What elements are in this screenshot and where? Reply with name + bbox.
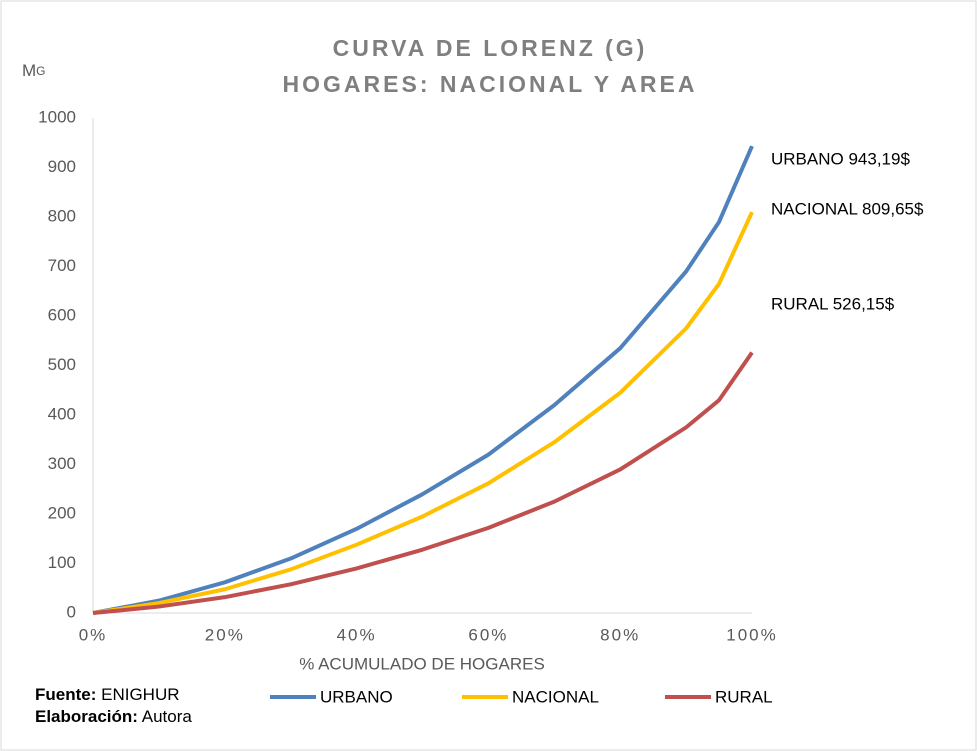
y-tick-label: 100 — [48, 553, 76, 572]
source-label: Elaboración: — [35, 707, 138, 726]
chart-title: CURVA DE LORENZ (G) — [333, 35, 648, 61]
y-tick-label: 900 — [48, 157, 76, 176]
y-tick-label: 1000 — [38, 107, 76, 126]
chart-title: HOGARES: NACIONAL Y AREA — [283, 71, 698, 97]
source-note: Fuente: ENIGHUR — [35, 685, 180, 704]
annotation: URBANO 943,19$ — [771, 149, 910, 168]
legend-label: RURAL — [715, 687, 773, 706]
source-note: Elaboración: Autora — [35, 707, 192, 726]
legend-label: URBANO — [320, 687, 393, 706]
source-text: Autora — [142, 707, 193, 726]
y-tick-label: 0 — [67, 602, 76, 621]
source-text: ENIGHUR — [101, 685, 179, 704]
y-tick-label: 300 — [48, 454, 76, 473]
source-label: Fuente: — [35, 685, 96, 704]
x-tick-label: 60% — [468, 625, 508, 644]
annotation: NACIONAL 809,65$ — [771, 199, 924, 218]
y-label-sub: G — [36, 64, 45, 78]
line-series — [92, 211, 754, 615]
x-tick-label: 80% — [600, 625, 640, 644]
annotation: RURAL 526,15$ — [771, 294, 895, 313]
y-label-main: M — [22, 61, 36, 80]
x-tick-label: 20% — [205, 625, 245, 644]
y-tick-label: 800 — [48, 206, 76, 225]
y-tick-label: 400 — [48, 404, 76, 423]
x-tick-label: 40% — [337, 625, 377, 644]
legend-label: NACIONAL — [512, 687, 599, 706]
x-axis-label: % ACUMULADO DE HOGARES — [299, 654, 545, 673]
y-tick-label: 200 — [48, 503, 76, 522]
y-tick-label: 700 — [48, 256, 76, 275]
y-tick-label: 500 — [48, 355, 76, 374]
y-tick-label: 600 — [48, 305, 76, 324]
x-tick-label: 0% — [79, 625, 108, 644]
line-series — [92, 351, 754, 615]
line-series — [92, 145, 754, 615]
y-axis-label: MG — [22, 61, 46, 80]
x-tick-label: 100% — [726, 625, 777, 644]
